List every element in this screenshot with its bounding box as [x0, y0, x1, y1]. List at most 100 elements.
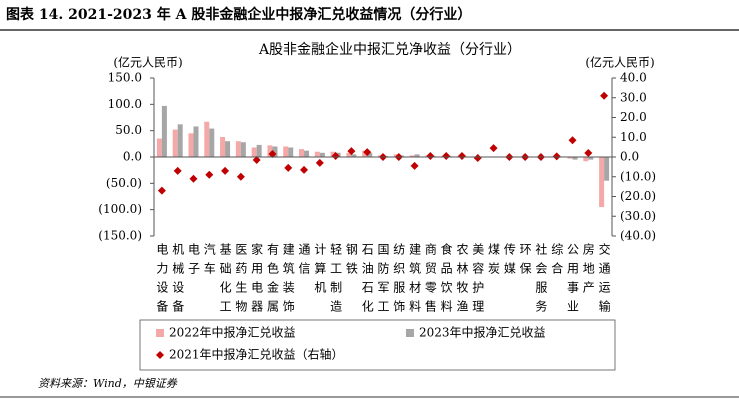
diamond-marker — [442, 152, 451, 161]
y-tick-label: 150.0 — [108, 71, 142, 85]
x-tick-label: 建筑材料 — [408, 243, 422, 319]
diamond-marker — [473, 153, 482, 162]
diamond-marker — [189, 174, 198, 183]
bar — [156, 138, 162, 157]
bar — [272, 146, 278, 157]
x-tick-label: 机械设备 — [171, 243, 185, 319]
x-tick-label: 综合 — [550, 243, 564, 281]
bar — [599, 157, 605, 208]
legend-label: 2023年中报净汇兑收益 — [419, 325, 546, 340]
x-tick-label: 建筑装饰 — [281, 243, 295, 319]
bar — [604, 157, 610, 181]
bar — [256, 144, 262, 157]
bar — [351, 154, 357, 157]
diamond-marker — [331, 152, 340, 161]
heading: 图表 14. 2021-2023 年 A 股非金融企业中报净汇兑收益情况（分行业… — [6, 6, 471, 23]
x-tick-label: 计算机 — [313, 243, 327, 300]
y-tick-label: (150.0) — [98, 229, 142, 243]
y2-tick-label: 30.0 — [620, 90, 647, 104]
diamond-marker — [205, 170, 214, 179]
x-tick-label: 食品饮料 — [439, 242, 453, 319]
x-tick-label: 环保 — [518, 243, 532, 281]
y-tick-label: (50.0) — [106, 176, 142, 190]
bar — [304, 150, 310, 157]
bar — [225, 141, 231, 157]
y2-tick-label: 10.0 — [620, 130, 647, 144]
bar — [314, 151, 320, 157]
diamond-marker — [552, 152, 561, 161]
bar — [409, 155, 415, 157]
diamond-marker — [600, 91, 609, 100]
y-tick-label: 0.0 — [123, 150, 142, 164]
x-tick-label: 电子 — [186, 243, 200, 281]
bar — [251, 147, 257, 157]
x-tick-label: 交通运输 — [597, 242, 611, 319]
diamond-marker — [236, 172, 245, 181]
y2-tick-label: (40.0) — [620, 229, 656, 243]
bar — [193, 126, 199, 157]
bar — [172, 129, 178, 157]
x-tick-label: 房地产 — [581, 242, 595, 300]
x-tick-label: 通信 — [297, 243, 311, 281]
legend-label: 2021年中报净汇兑收益（右轴） — [169, 347, 344, 362]
y-axis-label: (亿元人民币) — [113, 55, 182, 70]
x-tick-label: 纺织服饰 — [392, 243, 406, 319]
diamond-marker — [157, 186, 166, 195]
bar — [288, 147, 294, 157]
x-tick-label: 有色金属 — [265, 243, 279, 319]
bar — [319, 152, 325, 157]
diamond-marker — [489, 144, 498, 153]
x-tick-label: 农林牧渔 — [455, 243, 469, 319]
x-tick-label: 商贸零售 — [423, 242, 437, 319]
x-tick-label: 传媒 — [502, 242, 516, 281]
legend-box — [139, 319, 616, 371]
bar — [204, 121, 210, 157]
bar — [330, 151, 336, 157]
diamond-marker — [426, 152, 435, 161]
diamond-marker — [284, 163, 293, 172]
x-tick-label: 社会服务 — [534, 242, 548, 319]
legend-swatch — [156, 329, 164, 337]
diamond-marker — [568, 136, 577, 145]
y2-axis-label: (亿元人民币) — [585, 55, 654, 70]
x-tick-label: 基础化工 — [218, 243, 232, 319]
diamond-marker — [410, 161, 419, 170]
legend-swatch — [406, 329, 414, 337]
diamond-marker — [584, 149, 593, 158]
diamond-marker — [173, 166, 182, 175]
x-tick-label: 家用电器 — [250, 242, 264, 319]
bar — [235, 141, 241, 157]
y-tick-label: (100.0) — [98, 202, 142, 216]
x-tick-label: 轻工制造 — [329, 243, 343, 319]
x-tick-label: 电力设备 — [155, 243, 169, 319]
x-tick-label: 钢铁 — [344, 243, 358, 281]
diamond-marker — [363, 148, 372, 157]
y2-tick-label: (10.0) — [620, 169, 656, 183]
diamond-marker — [252, 155, 261, 164]
bar — [588, 157, 594, 160]
x-tick-label: 石油石化 — [360, 243, 374, 319]
x-tick-label: 煤炭 — [487, 243, 501, 281]
y2-tick-label: 20.0 — [620, 110, 647, 124]
bar — [220, 136, 226, 157]
bar — [240, 142, 246, 157]
diamond-marker — [457, 152, 466, 161]
diamond-marker — [347, 147, 356, 156]
diamond-marker — [268, 150, 277, 159]
bar — [283, 146, 289, 157]
x-tick-label: 医药生物 — [234, 243, 248, 319]
diamond-marker — [300, 165, 309, 174]
bar — [583, 157, 589, 162]
bar — [267, 145, 273, 157]
x-tick-label: 汽车 — [202, 242, 216, 281]
bar — [567, 157, 573, 159]
x-tick-label: 公用事业 — [566, 243, 580, 319]
bar — [367, 152, 373, 157]
legend-marker — [156, 351, 164, 359]
bar — [572, 157, 578, 160]
y2-tick-label: (20.0) — [620, 189, 656, 203]
bar — [346, 152, 352, 157]
chart-title: A股非金融企业中报汇兑净收益（分行业） — [258, 41, 521, 58]
